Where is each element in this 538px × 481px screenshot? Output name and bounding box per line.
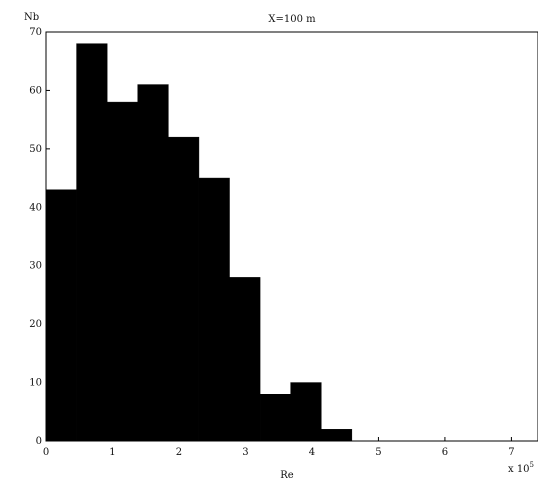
y-tick-label: 10	[29, 378, 42, 389]
y-tick-label: 70	[29, 27, 42, 38]
chart-title: X=100 m	[268, 14, 316, 25]
x-tick-label: 0	[43, 447, 49, 458]
x-axis-multiplier-base: x 10	[508, 464, 530, 475]
histogram-bar	[290, 382, 322, 442]
histogram-bar	[137, 84, 169, 442]
y-tick-label: 40	[29, 202, 42, 213]
histogram-bar	[259, 394, 291, 442]
plot-frame	[45, 31, 538, 442]
y-tick-label: 0	[36, 436, 42, 447]
histogram-bar	[321, 429, 353, 442]
x-tick-label: 4	[309, 447, 315, 458]
x-tick-label: 7	[508, 447, 514, 458]
y-tick-label: 30	[29, 261, 42, 272]
x-tick-label: 2	[176, 447, 182, 458]
x-tick-label: 5	[375, 447, 381, 458]
x-axis-multiplier: x 105	[508, 461, 534, 475]
x-axis-ticks: 0 1 2 3 4 5 6 7	[43, 437, 515, 458]
histogram-bars	[45, 43, 353, 442]
y-tick-label: 50	[29, 144, 42, 155]
y-axis-label: Nb	[24, 12, 39, 23]
histogram-bar	[168, 136, 200, 442]
y-axis-ticks: 0 10 20 30 40 50 60 70	[29, 27, 50, 447]
x-tick-label: 1	[109, 447, 115, 458]
x-axis-multiplier-exponent: 5	[530, 461, 534, 469]
histogram-bar	[229, 277, 261, 442]
histogram-bar	[45, 189, 77, 442]
x-tick-label: 6	[442, 447, 448, 458]
histogram-bar	[76, 43, 108, 442]
histogram-bar	[198, 177, 230, 442]
x-axis-label: Re	[280, 470, 294, 481]
y-tick-label: 20	[29, 319, 42, 330]
y-tick-label: 60	[29, 85, 42, 96]
histogram-bar	[106, 101, 139, 442]
x-tick-label: 3	[242, 447, 248, 458]
